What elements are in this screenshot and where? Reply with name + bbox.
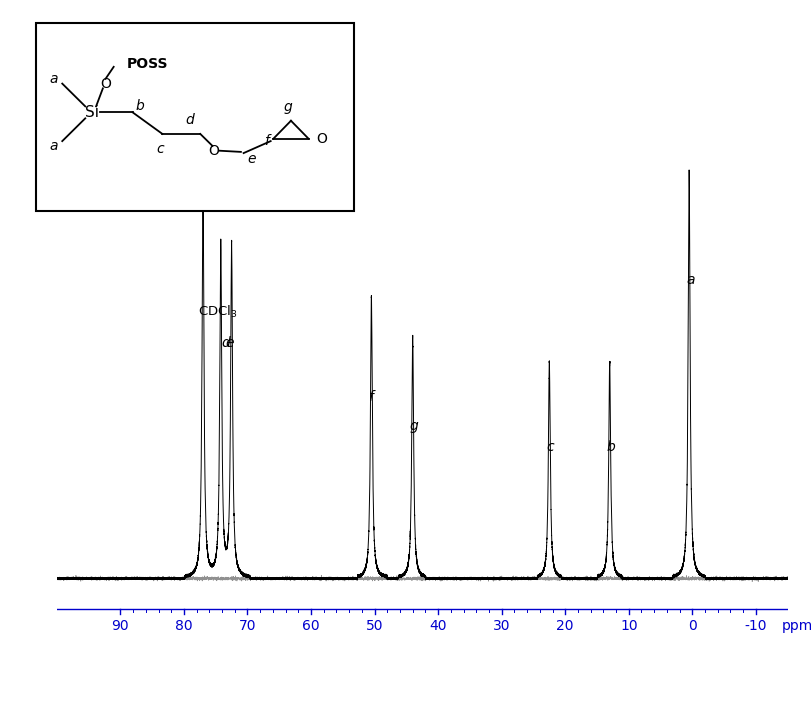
Text: 80: 80 xyxy=(175,619,192,633)
Text: Si: Si xyxy=(85,105,99,120)
Text: 0: 0 xyxy=(687,619,696,633)
Text: b: b xyxy=(135,99,144,114)
Text: O: O xyxy=(316,132,327,146)
Text: b: b xyxy=(606,439,615,454)
Text: e: e xyxy=(247,152,255,166)
Text: d: d xyxy=(185,113,194,126)
Text: O: O xyxy=(208,143,219,158)
Text: f: f xyxy=(264,134,269,148)
Text: POSS: POSS xyxy=(127,58,169,72)
Text: 20: 20 xyxy=(556,619,573,633)
Text: a: a xyxy=(49,139,58,153)
Text: a: a xyxy=(49,72,58,86)
Text: 70: 70 xyxy=(238,619,256,633)
Text: g: g xyxy=(409,419,418,433)
Text: f: f xyxy=(367,390,372,404)
Text: e: e xyxy=(225,336,234,349)
Text: CDCl$_3$: CDCl$_3$ xyxy=(198,305,238,320)
Text: a: a xyxy=(685,273,693,287)
Text: c: c xyxy=(156,142,163,156)
Text: -10: -10 xyxy=(744,619,766,633)
Text: 10: 10 xyxy=(619,619,637,633)
Text: d: d xyxy=(221,336,230,349)
FancyBboxPatch shape xyxy=(36,23,354,211)
Text: O: O xyxy=(100,77,111,91)
Text: 30: 30 xyxy=(492,619,510,633)
Text: c: c xyxy=(546,439,553,454)
Text: g: g xyxy=(284,99,292,114)
Text: 90: 90 xyxy=(111,619,129,633)
Text: 60: 60 xyxy=(302,619,320,633)
Text: 40: 40 xyxy=(429,619,446,633)
Text: ppm: ppm xyxy=(780,619,811,633)
Text: 50: 50 xyxy=(366,619,383,633)
